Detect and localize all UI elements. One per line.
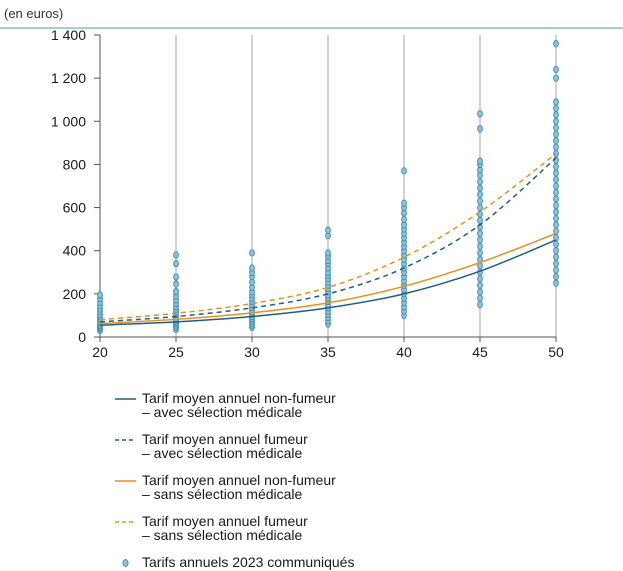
- scatter-point-165: [553, 39, 559, 48]
- scatter-point-146: [553, 201, 559, 210]
- series-line-fumeur_sans: [99, 153, 557, 321]
- scatter-point-152: [553, 162, 559, 171]
- series-line-fumeur_avec: [99, 157, 557, 323]
- y-tick-label-800: 800: [63, 156, 87, 172]
- y-tick-label-200: 200: [63, 286, 87, 302]
- scatter-point-135: [553, 272, 559, 281]
- scatter-point-56: [249, 249, 255, 257]
- scatter-point-155: [553, 143, 559, 151]
- scatter-point-109: [477, 294, 483, 302]
- legend-label-non_fumeur_avec-1: – avec sélection médicale: [142, 404, 303, 420]
- scatter-point-139: [553, 247, 559, 255]
- scatter-point-149: [553, 182, 559, 190]
- scatter-point-131: [477, 157, 483, 165]
- scatter-point-163: [553, 74, 559, 82]
- scatter-point-150: [553, 175, 559, 184]
- scatter-point-108: [477, 300, 483, 309]
- scatter-point-117: [477, 242, 483, 251]
- scatter-point-78: [325, 249, 331, 257]
- scatter-point-111: [477, 281, 483, 289]
- scatter-point-143: [553, 221, 559, 229]
- axes: 0 200 400 600 800 1 000 1 200 1 400 20 25 30 35 40 45…: [51, 27, 564, 360]
- y-tick-label-1000: 1 000: [51, 113, 86, 129]
- scatter-point-107: [401, 167, 407, 175]
- scatter-point-148: [553, 188, 559, 197]
- scatter-point-157: [553, 130, 559, 138]
- legend-label-non_fumeur_sans-0: Tarif moyen annuel non-fumeur: [142, 472, 336, 488]
- scatter-point-116: [477, 249, 483, 257]
- scatter-point-159: [553, 117, 559, 125]
- x-tick-label-40: 40: [396, 344, 412, 360]
- legend-label-fumeur_avec-0: Tarif moyen annuel fumeur: [142, 431, 308, 447]
- y-tick-label-600: 600: [63, 200, 87, 216]
- y-tick-label-400: 400: [63, 243, 87, 259]
- series-line-non_fumeur_sans: [99, 232, 557, 325]
- scatter-point-123: [477, 203, 483, 212]
- scatter-point-32: [173, 280, 179, 288]
- x-tick-label-50: 50: [548, 344, 564, 360]
- line-series: [99, 153, 557, 326]
- scatter-point-112: [477, 275, 483, 283]
- scatter-point-156: [553, 137, 559, 145]
- legend-label-fumeur_sans-0: Tarif moyen annuel fumeur: [142, 513, 308, 529]
- legend-label-fumeur_avec-1: – avec sélection médicale: [142, 445, 303, 461]
- scatter-point-119: [477, 229, 483, 238]
- scatter-point-110: [477, 288, 483, 296]
- x-tick-label-30: 30: [244, 344, 260, 360]
- scatter-point-162: [553, 98, 559, 106]
- scatter-point-127: [477, 178, 483, 186]
- legend-label-fumeur_sans-1: – sans sélection médicale: [142, 527, 303, 543]
- scatter-point-55: [249, 264, 255, 272]
- legend-label-tarifs_2023: Tarifs annuels 2023 communiqués: [142, 554, 354, 570]
- scatter-point-144: [553, 214, 559, 223]
- scatter-point-136: [553, 266, 559, 274]
- scatter-point-137: [553, 260, 559, 268]
- x-tick-label-35: 35: [320, 344, 336, 360]
- grid: [175, 35, 557, 337]
- scatter-point-31: [173, 288, 179, 296]
- scatter-point-158: [553, 124, 559, 132]
- scatter-point-147: [553, 195, 559, 203]
- legend-label-non_fumeur_sans-1: – sans sélection médicale: [142, 486, 303, 502]
- scatter-point-106: [401, 199, 407, 207]
- x-tick-label-25: 25: [168, 344, 184, 360]
- scatter-point-161: [553, 104, 559, 112]
- scatter-point-132: [477, 125, 483, 133]
- scatter-point-103: [401, 215, 407, 224]
- series-line-non_fumeur_avec: [99, 239, 557, 326]
- scatter-point-164: [553, 65, 559, 74]
- scatter-point-124: [477, 197, 483, 205]
- unit-label: (en euros): [4, 6, 63, 21]
- legend: Tarif moyen annuel non-fumeur– avec séle…: [115, 390, 354, 570]
- y-tick-label-0: 0: [78, 329, 86, 345]
- legend-label-non_fumeur_avec-0: Tarif moyen annuel non-fumeur: [142, 390, 336, 406]
- scatter-point-140: [553, 240, 559, 248]
- scatter-point-15: [97, 291, 103, 299]
- legend-swatch-tarifs_2023: [122, 559, 129, 567]
- scatter-point-125: [477, 190, 483, 199]
- scatter-point-126: [477, 184, 483, 192]
- scatter-point-145: [553, 208, 559, 216]
- scatter-point-151: [553, 169, 559, 177]
- x-tick-label-20: 20: [92, 344, 108, 360]
- y-tick-label-1400: 1 400: [51, 27, 86, 43]
- scatter-point-33: [173, 273, 179, 281]
- x-tick-label-45: 45: [472, 344, 488, 360]
- scatter-point-133: [477, 110, 483, 118]
- scatter-point-134: [553, 279, 559, 287]
- scatter-point-80: [325, 226, 331, 234]
- scatter-point-35: [173, 251, 179, 259]
- scatter-point-122: [477, 210, 483, 218]
- y-tick-label-1200: 1 200: [51, 70, 86, 86]
- scatter-point-34: [173, 260, 179, 268]
- scatter-series: [97, 39, 559, 335]
- scatter-point-160: [553, 111, 559, 119]
- scatter-point-138: [553, 253, 559, 261]
- scatter-point-118: [477, 236, 483, 244]
